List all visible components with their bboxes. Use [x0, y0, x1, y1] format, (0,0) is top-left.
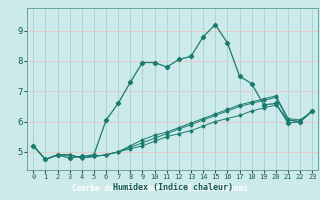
Text: Courbe de l'humidex pour Sirdal-Sinnes: Courbe de l'humidex pour Sirdal-Sinnes — [72, 184, 248, 193]
X-axis label: Humidex (Indice chaleur): Humidex (Indice chaleur) — [113, 183, 233, 192]
